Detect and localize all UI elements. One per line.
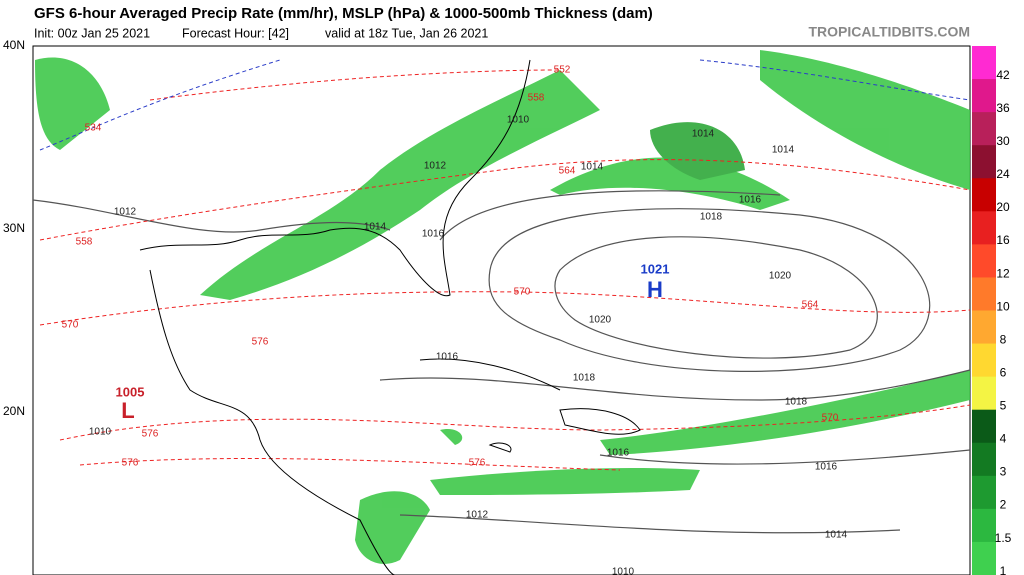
isobar-label: 1016: [739, 195, 762, 206]
colorbar-label: 6: [1000, 365, 1007, 379]
colorbar-label: 3: [1000, 465, 1007, 479]
colorbar-label: 4: [1000, 432, 1007, 446]
colorbar-swatch: [972, 211, 996, 245]
colorbar: 42 36 30 24 20 16 12 10 8 6 5 4 3 2 1.5 1: [972, 46, 1012, 575]
isobar-label: 1014: [581, 162, 604, 173]
colorbar-label: 36: [996, 101, 1010, 115]
isobar-label: 1010: [612, 567, 635, 575]
colorbar-label: 8: [1000, 332, 1007, 346]
isobar-label: 1018: [785, 397, 808, 408]
colorbar-label: 30: [996, 134, 1010, 148]
colorbar-swatch: [972, 343, 996, 378]
isobar-label: 1010: [89, 427, 112, 438]
isobar-label: 1020: [589, 315, 612, 326]
colorbar-swatch: [972, 46, 996, 80]
lat-label: 40N: [3, 38, 25, 52]
low-value: 1005: [116, 384, 145, 399]
isobar-label: 1012: [466, 510, 489, 521]
isobar-label: 1012: [114, 207, 137, 218]
colorbar-label: 42: [996, 68, 1010, 82]
colorbar-label: 1: [1000, 564, 1007, 575]
valid-time: valid at 18z Tue, Jan 26 2021: [325, 26, 488, 40]
forecast-hour: Forecast Hour: [42]: [182, 26, 289, 40]
thickness-label: 564: [802, 300, 819, 311]
colorbar-swatch: [972, 409, 996, 444]
high-value: 1021: [641, 261, 670, 276]
colorbar-swatch: [972, 244, 996, 278]
thickness-label: 576: [469, 458, 486, 469]
title: GFS 6-hour Averaged Precip Rate (mm/hr),…: [34, 5, 653, 22]
colorbar-swatch: [972, 79, 996, 113]
colorbar-swatch: [972, 277, 996, 311]
low-letter: L: [121, 398, 134, 423]
thickness-label: 570: [822, 413, 839, 424]
colorbar-swatch: [972, 541, 996, 575]
isobars: [32, 190, 971, 534]
map: [32, 45, 971, 575]
colorbar-label: 24: [996, 167, 1010, 181]
colorbar-label: 16: [996, 233, 1010, 247]
isobar-label: 1014: [825, 530, 848, 541]
colorbar-label: 12: [996, 266, 1010, 280]
lat-label: 30N: [3, 221, 25, 235]
isobar-label: 1016: [436, 352, 459, 363]
thickness-label: 564: [559, 166, 576, 177]
isobar-label: 1018: [573, 373, 596, 384]
isobar-label: 1012: [424, 161, 447, 172]
thickness-label: 552: [554, 65, 571, 76]
thickness-label: 576: [122, 458, 139, 469]
thickness-label: 558: [528, 93, 545, 104]
lat-label: 20N: [3, 404, 25, 418]
init: Init: 00z Jan 25 2021: [34, 26, 150, 40]
colorbar-swatch: [972, 112, 996, 146]
isobar-label: 1014: [364, 222, 387, 233]
colorbar-swatch: [972, 508, 996, 543]
thickness-label: 576: [142, 429, 159, 440]
thickness-label: 576: [252, 337, 269, 348]
isobar-label: 1016: [607, 448, 630, 459]
thickness-label: 558: [76, 237, 93, 248]
isobar-label: 1010: [507, 115, 530, 126]
colorbar-swatch: [972, 475, 996, 510]
thickness-label: 570: [514, 287, 531, 298]
isobar-label: 1014: [692, 129, 715, 140]
thickness-label: 534: [85, 123, 102, 134]
isobar-label: 1020: [769, 271, 792, 282]
lat-labels: 40N 30N 20N: [3, 38, 25, 418]
high-letter: H: [647, 277, 663, 302]
colorbar-swatch: [972, 376, 996, 411]
pressure-centers: 1021 H 1005 L: [116, 261, 670, 422]
colorbar-swatch: [972, 442, 996, 477]
colorbar-swatch: [972, 145, 996, 179]
colorbar-label: 1.5: [995, 531, 1012, 545]
isobar-label: 1016: [422, 229, 445, 240]
site-name: TROPICALTIDBITS.COM: [808, 24, 970, 40]
thickness-label: 570: [62, 320, 79, 331]
contour-labels: 1012 1012 1014 1016 1014 1014 1014 1016 1018 1020…: [62, 65, 848, 575]
isobar-label: 1016: [815, 462, 838, 473]
colorbar-swatch: [972, 178, 996, 212]
colorbar-label: 5: [1000, 399, 1007, 413]
isobar-label: 1014: [772, 145, 795, 156]
isobar-label: 1018: [700, 212, 723, 223]
coastlines: [139, 59, 641, 575]
colorbar-label: 10: [996, 299, 1010, 313]
thickness: [39, 69, 971, 471]
colorbar-swatch: [972, 310, 996, 345]
colorbar-label: 2: [1000, 498, 1007, 512]
colorbar-label: 20: [996, 200, 1010, 214]
thickness-cold: [39, 59, 971, 151]
